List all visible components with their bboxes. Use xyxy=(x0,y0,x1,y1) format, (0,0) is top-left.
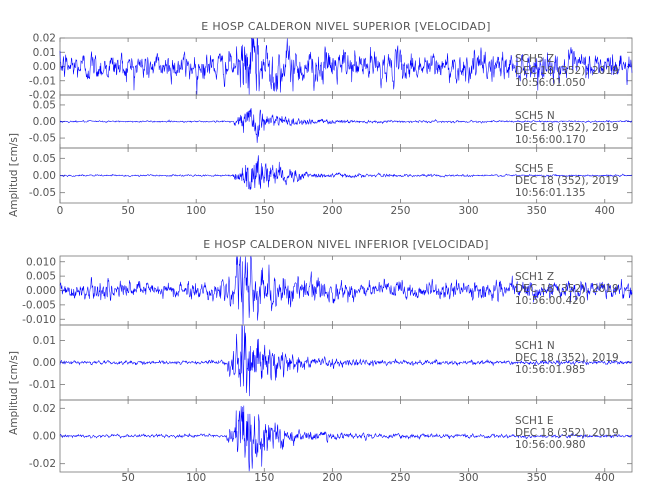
chart-title: E HOSP CALDERON NIVEL SUPERIOR [VELOCIDA… xyxy=(201,20,490,33)
trace-sch5-e xyxy=(59,155,633,190)
trace-sch5-n xyxy=(59,108,633,143)
y-axis-label: Amplitud [cm/s] xyxy=(8,351,20,435)
y-tick-label: 0.00 xyxy=(33,116,56,128)
trace-sch1-e xyxy=(59,405,633,472)
x-tick-label: 150 xyxy=(254,205,274,217)
y-tick-label: 0.00 xyxy=(33,431,56,443)
x-tick-label: 350 xyxy=(527,472,547,484)
y-tick-label: 0.010 xyxy=(26,256,56,268)
x-tick-label: 50 xyxy=(121,205,134,217)
station-annotation-line: 10:56:00.980 xyxy=(515,439,586,451)
y-tick-label: 0.005 xyxy=(26,271,56,283)
y-tick-label: -0.05 xyxy=(29,187,56,199)
y-tick-label: 0.00 xyxy=(33,61,56,73)
x-tick-label: 400 xyxy=(595,205,615,217)
y-tick-label: -0.05 xyxy=(29,133,56,145)
station-annotation-line: 10:56:00.170 xyxy=(515,134,586,146)
y-tick-label: 0.01 xyxy=(33,47,56,59)
trace-sch1-n xyxy=(59,325,633,397)
y-tick-label: 0.00 xyxy=(33,357,56,369)
x-tick-label: 300 xyxy=(459,472,479,484)
y-tick-label: 0.01 xyxy=(33,335,56,347)
y-tick-label: 0.05 xyxy=(33,99,56,111)
station-annotation-line: DEC 18 (352), 2019 xyxy=(515,175,619,187)
y-tick-label: 0.00 xyxy=(33,170,56,182)
x-tick-label: 300 xyxy=(459,205,479,217)
station-annotation-line: 10:56:01.985 xyxy=(515,364,586,376)
y-axis-label: Amplitud [cm/s] xyxy=(8,133,20,217)
y-tick-label: -0.02 xyxy=(29,458,56,470)
x-tick-label: 350 xyxy=(527,205,547,217)
station-annotation-line: DEC 18 (352), 2019 xyxy=(515,122,619,134)
x-tick-label: 200 xyxy=(322,205,342,217)
x-tick-label: 100 xyxy=(186,472,206,484)
station-annotation-line: SCH1 E xyxy=(515,415,554,427)
x-tick-label: 250 xyxy=(390,472,410,484)
station-annotation-line: SCH5 Z xyxy=(515,53,554,65)
station-annotation-line: SCH1 Z xyxy=(515,271,554,283)
y-tick-label: 0.000 xyxy=(26,285,56,297)
chart-title: E HOSP CALDERON NIVEL INFERIOR [VELOCIDA… xyxy=(203,238,489,251)
station-annotation-line: SCH5 N xyxy=(515,110,555,122)
y-tick-label: -0.005 xyxy=(22,299,56,311)
station-annotation-line: 10:56:00.420 xyxy=(515,295,586,307)
station-annotation-line: 10:56:01.135 xyxy=(515,187,586,199)
x-tick-label: 50 xyxy=(121,472,134,484)
x-tick-label: 0 xyxy=(57,205,64,217)
y-tick-label: -0.01 xyxy=(29,75,56,87)
y-tick-label: 0.02 xyxy=(33,403,56,415)
x-tick-label: 400 xyxy=(595,472,615,484)
station-annotation-line: DEC 18 (352), 2019 xyxy=(515,427,619,439)
x-tick-label: 200 xyxy=(322,472,342,484)
y-tick-label: 0.05 xyxy=(33,153,56,165)
y-tick-label: -0.01 xyxy=(29,379,56,391)
station-annotation-line: DEC 18 (352), 2019 xyxy=(515,283,619,295)
y-tick-label: 0.02 xyxy=(33,33,56,45)
station-annotation-line: DEC 18 (352), 2019 xyxy=(515,352,619,364)
station-annotation-line: SCH5 E xyxy=(515,163,554,175)
x-tick-label: 100 xyxy=(186,205,206,217)
trace-sch1-z xyxy=(59,256,633,325)
trace-sch5-z xyxy=(59,38,633,95)
x-tick-label: 250 xyxy=(390,205,410,217)
station-annotation-line: SCH1 N xyxy=(515,340,555,352)
y-tick-label: -0.02 xyxy=(29,90,56,102)
station-annotation-line: 10:56:01.050 xyxy=(515,77,586,89)
y-tick-label: -0.010 xyxy=(22,314,56,326)
x-tick-label: 150 xyxy=(254,472,274,484)
station-annotation-line: DEC 18 (352), 2019 xyxy=(515,65,619,77)
